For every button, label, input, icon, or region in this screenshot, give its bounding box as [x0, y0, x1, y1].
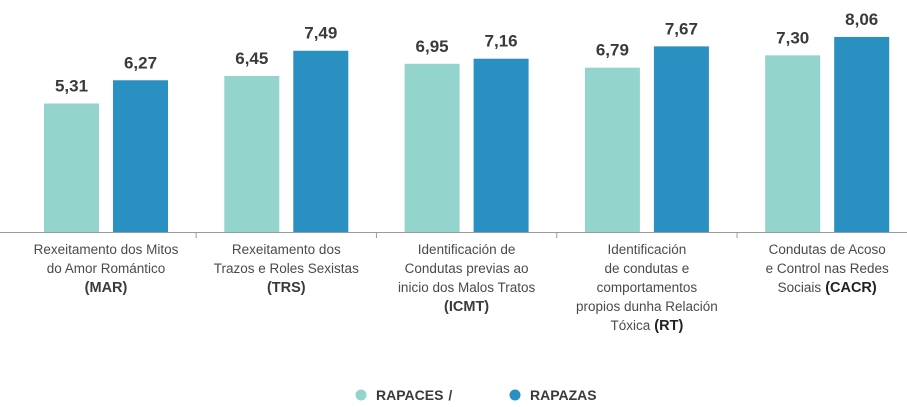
category-label: Condutas de Acoso: [769, 242, 886, 257]
bar: [473, 58, 529, 233]
category-line: inicio dos Malos Tratos: [398, 280, 536, 295]
bar: [653, 46, 709, 232]
bar: [404, 63, 460, 233]
category-label: propios dunha Relación: [576, 299, 718, 314]
legend-label: RAPACES /: [376, 387, 452, 403]
category-label: Rexeitamento dos: [232, 242, 341, 257]
category-label: Rexeitamento dos Mitos: [34, 242, 179, 257]
category-code: (MAR): [85, 280, 128, 296]
legend-swatch: [509, 389, 521, 401]
category-line: de condutas e: [604, 261, 689, 276]
category-label: inicio dos Malos Tratos: [398, 280, 536, 295]
value-label: 8,06: [845, 10, 878, 29]
category-label: de condutas e: [604, 261, 689, 276]
value-label: 6,79: [596, 41, 629, 60]
value-label: 6,27: [124, 53, 157, 72]
category-line: Rexeitamento dos: [232, 242, 341, 257]
legend-label: RAPAZAS: [530, 387, 597, 403]
category-line: Tóxica: [611, 318, 651, 333]
bar: [584, 67, 640, 232]
category-line: e Control nas Redes: [766, 261, 889, 276]
category-label: e Control nas Redes: [766, 261, 889, 276]
category-line: propios dunha Relación: [576, 299, 718, 314]
bar: [293, 50, 349, 232]
category-line: comportamentos: [597, 280, 698, 295]
value-label: 7,67: [665, 19, 698, 38]
category-line: Trazos e Roles Sexistas: [214, 261, 359, 276]
value-label: 7,30: [776, 28, 809, 47]
value-label: 6,95: [416, 37, 449, 56]
bar: [834, 36, 890, 233]
bar: [113, 80, 168, 233]
category-label: Trazos e Roles Sexistas: [214, 261, 359, 276]
category-label: Identificación: [607, 242, 686, 257]
category-label: Sociais (CACR): [778, 280, 877, 296]
category-line: Rexeitamento dos Mitos: [34, 242, 179, 257]
value-label: 7,49: [304, 24, 337, 43]
value-label: 5,31: [55, 76, 88, 95]
category-line: Condutas previas ao: [405, 261, 529, 276]
category-label: Tóxica (RT): [611, 318, 684, 334]
legend-name: RAPACES: [376, 387, 443, 403]
category-label: do Amor Romántico: [47, 261, 166, 276]
category-line: Identificación de: [418, 242, 516, 257]
category-line: Condutas de Acoso: [769, 242, 886, 257]
legend-swatch: [355, 389, 367, 401]
value-label: 7,16: [485, 32, 518, 51]
category-line: do Amor Romántico: [47, 261, 166, 276]
category-label: comportamentos: [597, 280, 698, 295]
category-code: (ICMT): [444, 299, 489, 315]
category-line: Identificación: [607, 242, 686, 257]
category-code: (TRS): [267, 280, 306, 296]
value-label: 6,45: [235, 49, 268, 68]
category-line: Sociais: [778, 280, 822, 295]
bar: [224, 75, 280, 232]
category-label: Identificación de: [418, 242, 516, 257]
category-code: (RT): [654, 318, 683, 334]
category-label: Condutas previas ao: [405, 261, 529, 276]
bar: [44, 103, 99, 232]
category-code: (CACR): [825, 280, 877, 296]
bar: [765, 55, 821, 233]
legend-separator: /: [448, 387, 452, 403]
